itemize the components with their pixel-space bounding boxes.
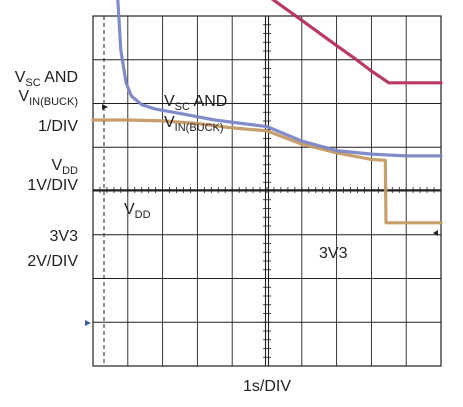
3v3-channel-label: 3V3 [50,228,79,245]
ch1-scale-label: 1/DIV [38,118,78,135]
vdd-trace-label: VDD [124,201,151,221]
x-axis-label: 1s/DIV [243,378,291,395]
trace-vsc [270,0,443,85]
vsc-trace-label: VSC AND [164,93,227,113]
trace-layer [91,0,443,225]
trigger-level-marker-icon [433,230,438,236]
3v3-trace-label: 3V3 [319,245,348,262]
vin-buck-trace-label: VIN(BUCK) [164,114,224,134]
ch3-scale-label: 2V/DIV [27,253,78,270]
vin-buck-channel-label: VIN(BUCK) [18,88,78,108]
ground-marker-icon [85,320,91,326]
overlay-layer [85,16,438,366]
ch2-scale-label: 1V/DIV [27,177,78,194]
graticule [92,15,442,367]
trace-v3v3 [91,118,443,225]
vsc-channel-label: VSC AND [15,69,78,89]
trigger-marker-icon [102,104,108,110]
trace-vdd [116,0,443,158]
label-layer: VSC ANDVIN(BUCK)1/DIVVDD1V/DIV3V32V/DIVV… [15,69,348,395]
vdd-channel-label: VDD [51,157,78,177]
